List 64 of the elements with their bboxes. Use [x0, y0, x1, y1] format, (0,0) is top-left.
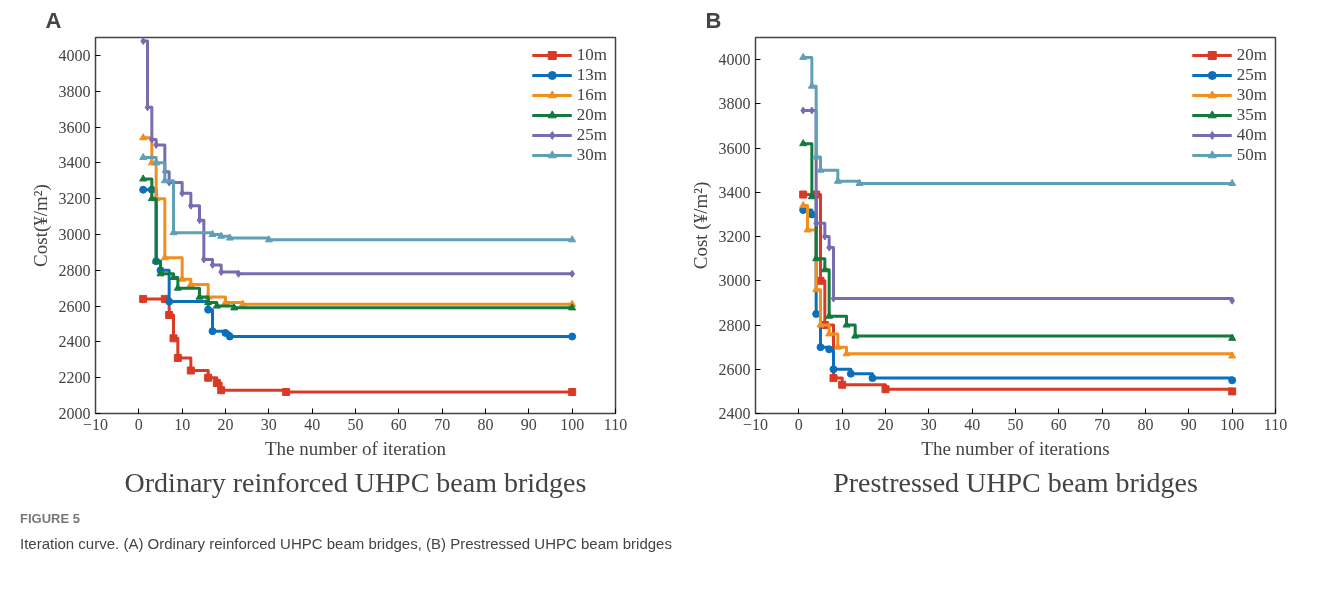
legend-label: 20m: [576, 105, 607, 125]
y-axis-title: Cost (¥/m²): [689, 181, 712, 270]
x-axis-title: The number of iterations: [921, 437, 1110, 459]
caption: FIGURE 5: [20, 510, 81, 528]
x-tick-label: 80: [477, 415, 494, 433]
y-tick-label: 2200: [58, 369, 91, 387]
x-tick-label: 70: [434, 415, 451, 433]
legend-label: 35m: [1236, 105, 1267, 125]
x-tick-label: 20: [217, 415, 234, 433]
x-tick-label: 10: [834, 415, 851, 433]
x-tick-label: 20: [877, 415, 894, 433]
y-tick-label: 3400: [718, 183, 751, 201]
legend-label: 50m: [1236, 145, 1267, 165]
y-tick-label: 2800: [718, 316, 751, 334]
x-tick-label: 50: [347, 415, 364, 433]
x-tick-label: 90: [520, 415, 537, 433]
y-tick-label: 2400: [58, 333, 91, 351]
y-tick-label: 2600: [58, 297, 91, 315]
y-tick-label: 3200: [58, 190, 91, 208]
x-tick-label: 110: [603, 415, 628, 433]
x-tick-label: 110: [1263, 415, 1288, 433]
x-tick-label: 80: [1137, 415, 1154, 433]
y-tick-label: 3400: [58, 154, 91, 172]
x-tick-label: 0: [794, 415, 803, 433]
y-tick-label: 2800: [58, 261, 91, 279]
x-tick-label: 40: [304, 415, 321, 433]
chart-title: A: [45, 7, 62, 33]
x-tick-label: 10: [174, 415, 191, 433]
legend-label: 30m: [1236, 85, 1267, 105]
y-tick-label: 3600: [58, 118, 91, 136]
text: Ordinary reinforced UHPC beam bridges: [124, 466, 587, 498]
x-tick-label: 30: [260, 415, 277, 433]
y-tick-label: 3000: [58, 225, 91, 243]
y-tick-label: 3800: [718, 95, 751, 113]
x-tick-label: 100: [560, 415, 585, 433]
legend-label: 16m: [576, 85, 607, 105]
y-tick-label: 3200: [718, 228, 751, 246]
text: Iteration curve. (A) Ordinary reinforced UHPC beam bridges, (B) Prestressed UHPC beam bridges: [20, 533, 672, 554]
x-tick-label: 90: [1180, 415, 1197, 433]
legend-label: 13m: [576, 65, 607, 85]
legend-label: 40m: [1236, 125, 1267, 145]
y-tick-label: 3000: [718, 272, 751, 290]
x-tick-label: 50: [1007, 415, 1024, 433]
y-tick-label: 3600: [718, 139, 751, 157]
x-tick-label: 60: [390, 415, 407, 433]
legend-label: 20m: [1236, 45, 1267, 65]
chart-title: B: [705, 7, 722, 33]
x-tick-label: 40: [964, 415, 981, 433]
legend-label: 30m: [576, 145, 607, 165]
legend-label: 10m: [576, 45, 607, 65]
x-axis-title: The number of iteration: [265, 437, 447, 459]
x-tick-label: 60: [1050, 415, 1067, 433]
y-axis-title: Cost(¥/m²): [29, 184, 52, 267]
x-tick-label: 0: [134, 415, 143, 433]
y-tick-label: 2600: [718, 360, 751, 378]
legend-label: 25m: [576, 125, 607, 145]
x-tick-label: 70: [1094, 415, 1111, 433]
legend-label: 25m: [1236, 65, 1267, 85]
x-tick-label: 30: [920, 415, 937, 433]
x-tick-label: 100: [1220, 415, 1245, 433]
y-tick-label: 3800: [58, 82, 91, 100]
text: Prestressed UHPC beam bridges: [833, 466, 1198, 498]
y-tick-label: 4000: [718, 51, 751, 69]
y-tick-label: 4000: [58, 46, 91, 64]
